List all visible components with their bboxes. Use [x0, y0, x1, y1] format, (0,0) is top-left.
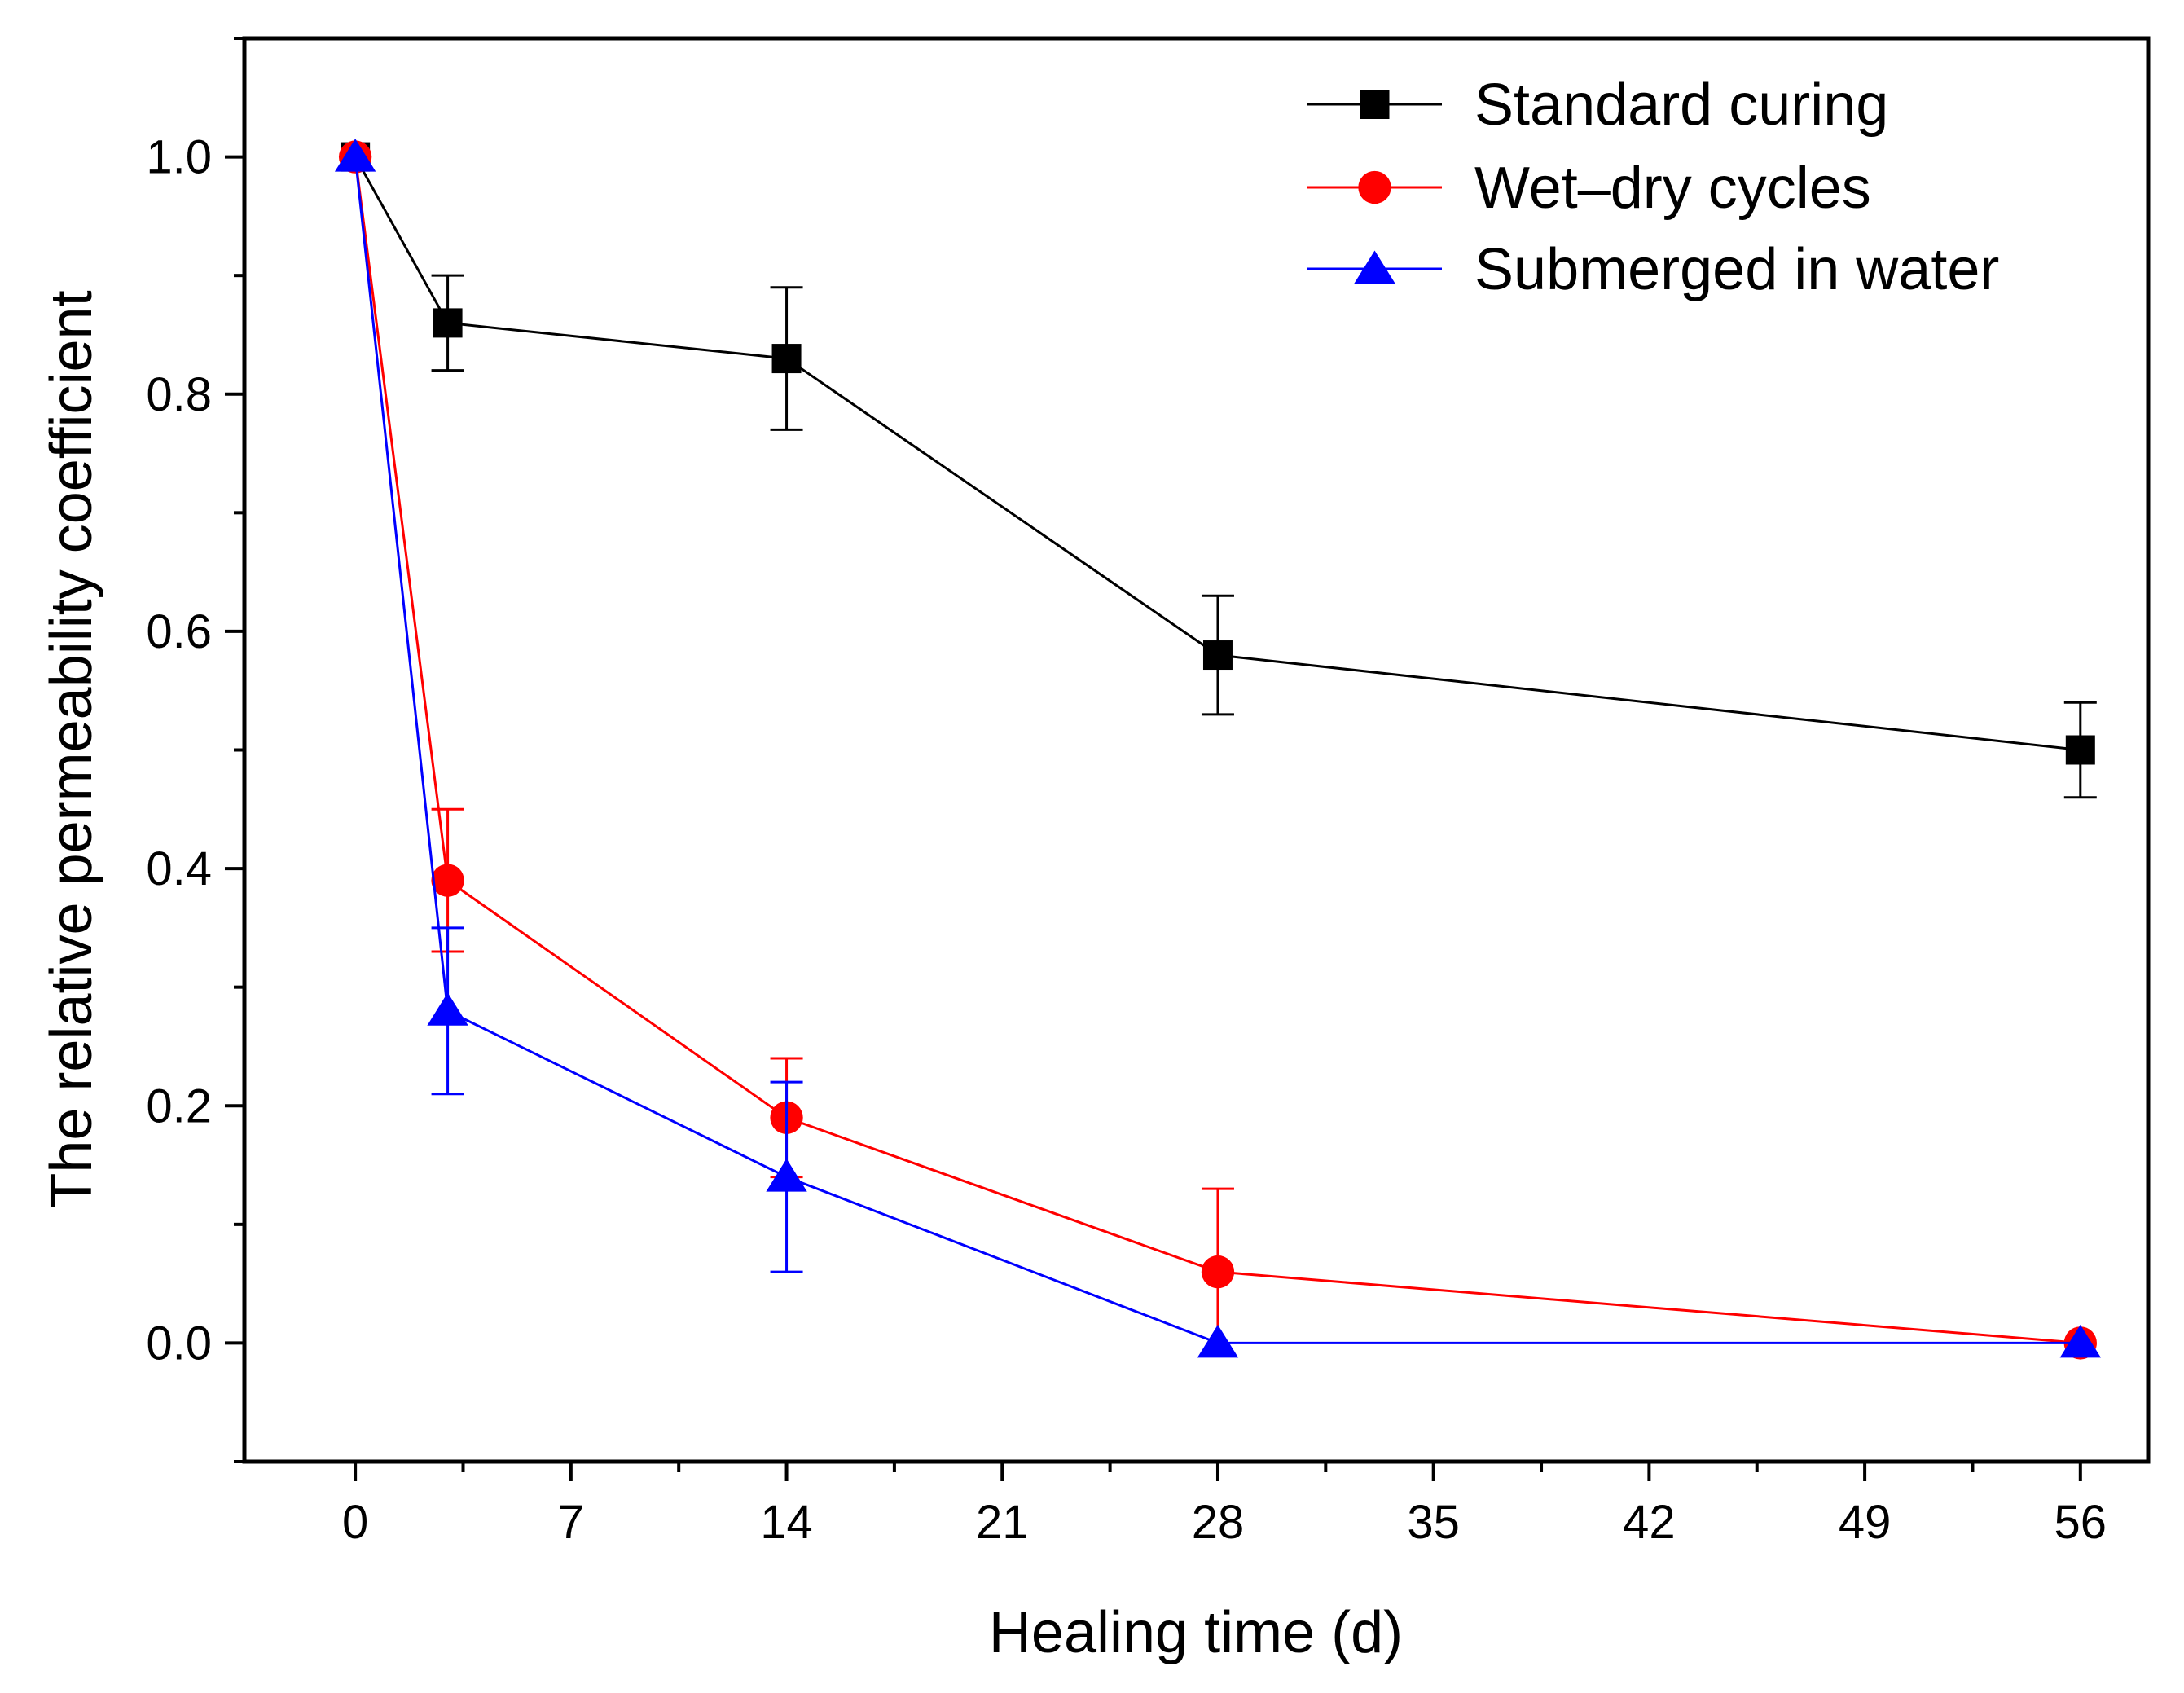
x-axis-ticks: 0 7 14 21 28 35 42 49 56: [342, 1462, 2107, 1549]
legend-label: Standard curing: [1474, 73, 1888, 138]
y-tick-label: 0.2: [146, 1080, 212, 1132]
x-tick-label: 35: [1407, 1496, 1460, 1549]
y-tick-label: 0.6: [146, 605, 212, 658]
x-tick-label: 42: [1623, 1496, 1676, 1549]
x-tick-label: 0: [342, 1496, 368, 1549]
data-point-square: [2065, 735, 2095, 765]
data-point-square: [433, 308, 463, 338]
data-point-circle: [1201, 1255, 1235, 1289]
data-point-triangle: [2059, 1324, 2102, 1358]
y-axis-ticks: 0.0 0.2 0.4 0.6 0.8 1.0: [146, 37, 244, 1463]
data-point-square: [1202, 640, 1233, 671]
data-point-square: [771, 344, 802, 374]
legend: Standard curing Wet–dry cycles Submerged i…: [1307, 73, 1999, 302]
legend-marker: [1360, 90, 1390, 119]
x-tick-label: 7: [558, 1496, 584, 1549]
legend-marker: [1358, 170, 1391, 204]
legend-label: Submerged in water: [1474, 237, 1999, 302]
data-point-triangle: [1197, 1324, 1239, 1358]
x-tick-label: 14: [760, 1496, 813, 1549]
data-point-triangle: [766, 1159, 807, 1192]
x-tick-label: 49: [1839, 1496, 1892, 1549]
legend-label: Wet–dry cycles: [1474, 156, 1871, 221]
y-tick-label: 1.0: [146, 131, 212, 184]
legend-marker: [1354, 250, 1395, 284]
data-point-circle: [431, 864, 464, 897]
series-layer: [334, 139, 2102, 1360]
y-axis-title: The relative permeability coefficient: [39, 290, 104, 1208]
data-point-triangle: [427, 992, 468, 1026]
y-tick-label: 0.4: [146, 842, 212, 895]
x-tick-label: 21: [976, 1496, 1029, 1549]
series-triangle: [334, 139, 2102, 1358]
x-tick-label: 28: [1192, 1496, 1245, 1549]
y-tick-label: 0.8: [146, 368, 212, 421]
x-axis-title: Healing time (d): [989, 1600, 1403, 1665]
x-tick-label: 56: [2054, 1496, 2107, 1549]
data-point-triangle: [334, 139, 376, 172]
y-tick-label: 0.0: [146, 1317, 212, 1370]
